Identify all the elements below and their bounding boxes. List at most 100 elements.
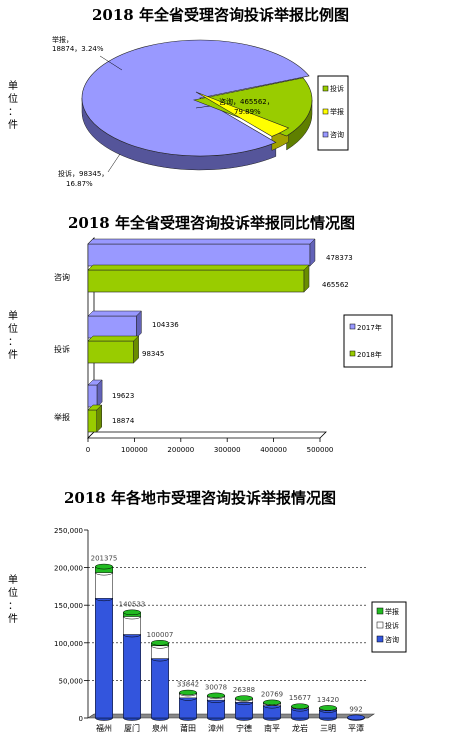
bar-0-1-top	[87, 264, 310, 271]
chart2-unit-char: 位	[8, 324, 18, 335]
city-label: 宁德	[236, 723, 252, 733]
legend-label-2017: 2017年	[357, 323, 382, 332]
chart1-unit: 单 位 ： 件	[6, 80, 20, 132]
category-label-tousu: 投诉	[54, 344, 70, 354]
legend-swatch-tousu	[322, 85, 329, 92]
column-zixun	[123, 634, 141, 719]
chart3-unit-char: 单	[8, 575, 18, 586]
chart3-unit: 单 位 ： 件	[6, 574, 20, 626]
bar-0-0-top	[87, 238, 316, 245]
label-zixun-name: 咨询，465562，	[219, 97, 274, 106]
x-tick-label: 100000	[121, 446, 148, 454]
city-label: 泉州	[152, 723, 168, 733]
y-tick-label: 150,000	[54, 602, 83, 610]
column-jubao-cap	[95, 563, 113, 570]
chart3-unit-char: 件	[8, 614, 18, 625]
category-label-jubao: 举报	[54, 412, 70, 422]
bar-2-1	[87, 409, 98, 433]
legend-label-tousu: 投诉	[330, 84, 344, 93]
y-tick-label: 200,000	[54, 565, 83, 573]
bar-2-0-side	[96, 379, 103, 408]
value-label-2018-tousu: 98345	[142, 350, 164, 358]
column-jubao-cap	[291, 703, 309, 709]
city-label: 莆田	[180, 723, 196, 733]
chart2-unit-char: 件	[8, 350, 18, 361]
column-total-label: 15677	[289, 694, 311, 702]
chart1-unit-char: 件	[8, 120, 18, 131]
bar-1-0-top	[87, 310, 143, 317]
column-jubao-cap	[179, 689, 197, 696]
column-total-label: 30078	[205, 683, 227, 691]
column-zixun	[95, 598, 113, 719]
chart1-unit-char: 位	[8, 94, 18, 105]
legend-label-jubao3: 举报	[385, 607, 399, 616]
label-jubao-value: 18874，3.24%	[52, 45, 104, 53]
label-tousu-pct: 16.87%	[66, 180, 93, 188]
chart2-unit-char: 单	[8, 311, 18, 322]
city-label: 厦门	[124, 723, 140, 733]
chart2-unit-char: ：	[8, 337, 18, 348]
legend-swatch-zixun3	[376, 635, 384, 643]
label-jubao-name: 举报，	[52, 35, 73, 44]
pie-leader-line	[99, 55, 123, 71]
chart1-unit-char: 单	[8, 81, 18, 92]
city-label: 南平	[264, 723, 280, 733]
label-tousu-name: 投诉，98345，	[58, 169, 108, 178]
column-total-label: 992	[349, 705, 362, 713]
legend-swatch-jubao3	[376, 607, 384, 615]
legend-swatch-2018	[349, 350, 356, 357]
bar-1-0	[87, 315, 137, 339]
bar-chart-yoy: 0 100000 200000 300000 400000 500000 咨询 投诉 举报…	[54, 237, 393, 454]
x-tick-label: 400000	[260, 446, 287, 454]
city-label: 龙岩	[292, 723, 308, 733]
column-jubao-cap	[263, 699, 281, 706]
pie-leader-line	[107, 153, 121, 173]
label-zixun-pct: 79.89%	[234, 108, 261, 116]
yoy-legend-box	[343, 314, 393, 368]
column-total-label: 20769	[261, 690, 283, 698]
bar-0-1	[87, 269, 305, 293]
chart1-title: 2018 年全省受理咨询投诉举报比例图	[92, 6, 349, 24]
pie-chart: 举报， 18874，3.24% 咨询，465562， 79.89% 投诉，983…	[52, 35, 349, 188]
column-jubao-cap	[207, 692, 225, 699]
city-label: 平潭	[348, 724, 364, 733]
column-zixun	[179, 697, 197, 719]
x-axis-floor	[87, 431, 327, 439]
column-jubao-cap	[123, 609, 141, 616]
y-tick-label: 0	[79, 715, 83, 723]
pie-slice-jubao	[195, 91, 290, 137]
bar-1-1-top	[87, 335, 140, 342]
column-total-label: 13420	[317, 696, 339, 704]
y-tick-label: 100,000	[54, 640, 83, 648]
column-jubao-cap	[319, 705, 337, 711]
bar-0-0-side	[309, 238, 316, 267]
legend-label-2018: 2018年	[357, 350, 382, 359]
city-label: 福州	[96, 724, 112, 733]
column-jubao-cap	[151, 640, 169, 646]
chart3-unit-char: ：	[8, 601, 18, 612]
column-total-label: 26388	[233, 686, 255, 694]
y-tick-label: 250,000	[54, 527, 83, 535]
chart3-title: 2018 年各地市受理咨询投诉举报情况图	[64, 489, 336, 507]
column-zixun-cap	[347, 714, 365, 721]
column-zixun	[151, 658, 169, 719]
x-tick-label: 200000	[167, 446, 194, 454]
value-label-2017-tousu: 104336	[152, 321, 179, 329]
value-label-2018-zixun: 465562	[322, 281, 349, 289]
pie-slice-tousu	[192, 77, 313, 137]
bar-0-1-side	[303, 264, 310, 293]
bar-1-0-side	[136, 310, 142, 339]
city-label: 三明	[320, 724, 336, 733]
chart2-title: 2018 年全省受理咨询投诉举报同比情况图	[68, 214, 355, 232]
x-tick-label: 300000	[214, 446, 241, 454]
column-jubao-cap	[235, 695, 253, 701]
pie-leader-line	[195, 105, 211, 109]
chart1-unit-char: ：	[8, 107, 18, 118]
bar-chart-cities: 0 50,000 100,000 150,000 200,000 250,000 2013…	[54, 527, 407, 733]
bar-0-0	[87, 243, 311, 267]
legend-swatch-tousu3	[376, 621, 384, 629]
bar-2-0	[87, 384, 98, 408]
category-label-zixun: 咨询	[54, 272, 70, 282]
legend-label-tousu3: 投诉	[385, 621, 399, 630]
bar-1-1	[87, 340, 134, 364]
